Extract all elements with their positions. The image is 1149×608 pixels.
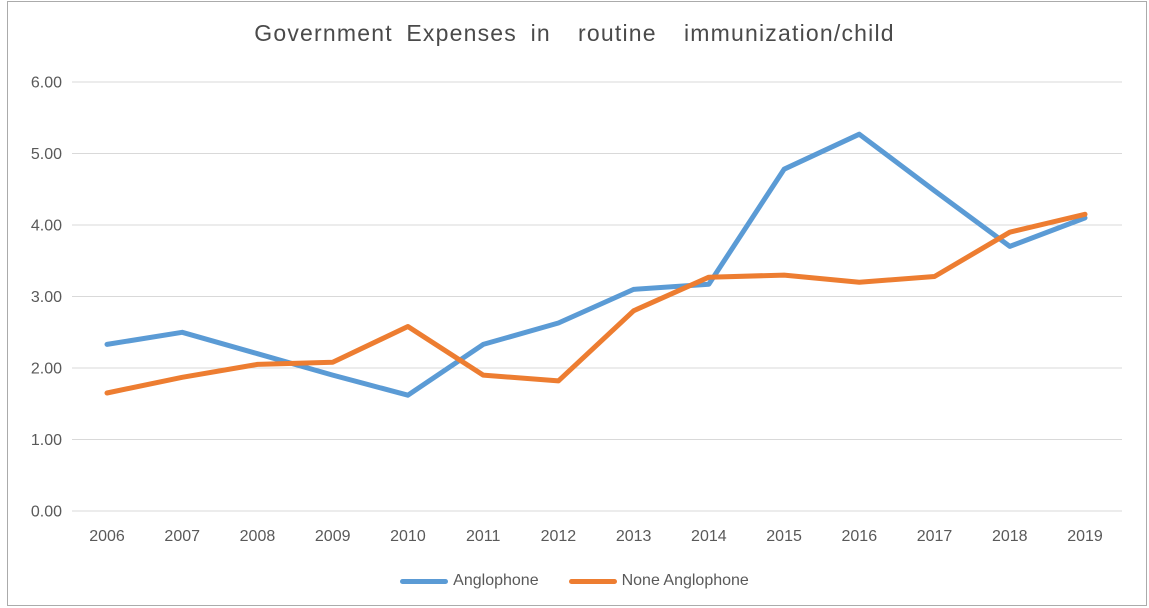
- y-tick-label: 3.00: [31, 289, 62, 306]
- y-tick-label: 1.00: [31, 432, 62, 449]
- x-tick-label: 2010: [390, 528, 426, 545]
- legend: Anglophone None Anglophone: [0, 572, 1149, 590]
- x-tick-label: 2014: [691, 528, 727, 545]
- legend-item-none-anglophone: None Anglophone: [568, 572, 749, 590]
- x-tick-label: 2011: [466, 528, 501, 545]
- y-tick-label: 2.00: [31, 361, 62, 378]
- x-tick-label: 2017: [917, 528, 953, 545]
- series-line-none-anglophone: [104, 211, 1088, 396]
- x-tick-label: 2016: [842, 528, 878, 545]
- none-anglophone-line-marker: [568, 578, 617, 584]
- anglophone-line-marker: [400, 578, 449, 584]
- x-tick-label: 2006: [89, 528, 125, 545]
- legend-label-anglophone: Anglophone: [453, 572, 539, 589]
- x-tick-label: 2008: [240, 528, 276, 545]
- x-tick-label: 2009: [315, 528, 351, 545]
- y-tick-label: 4.00: [31, 218, 62, 235]
- chart-title: Government Expenses in routine immunizat…: [254, 20, 895, 46]
- x-tick-label: 2013: [616, 528, 652, 545]
- series-line-anglophone: [104, 131, 1088, 398]
- legend-label-none-anglophone: None Anglophone: [621, 572, 749, 589]
- x-tick-label: 2015: [766, 528, 802, 545]
- chart-frame: [7, 1, 1147, 606]
- x-tick-label: 2007: [164, 528, 200, 545]
- x-tick-label: 2012: [541, 528, 577, 545]
- y-tick-label: 0.00: [31, 504, 62, 521]
- x-tick-label: 2018: [992, 528, 1028, 545]
- legend-item-anglophone: Anglophone: [400, 572, 539, 590]
- x-tick-label: 2019: [1067, 528, 1103, 545]
- y-tick-label: 5.00: [31, 146, 62, 163]
- y-tick-label: 6.00: [31, 75, 62, 92]
